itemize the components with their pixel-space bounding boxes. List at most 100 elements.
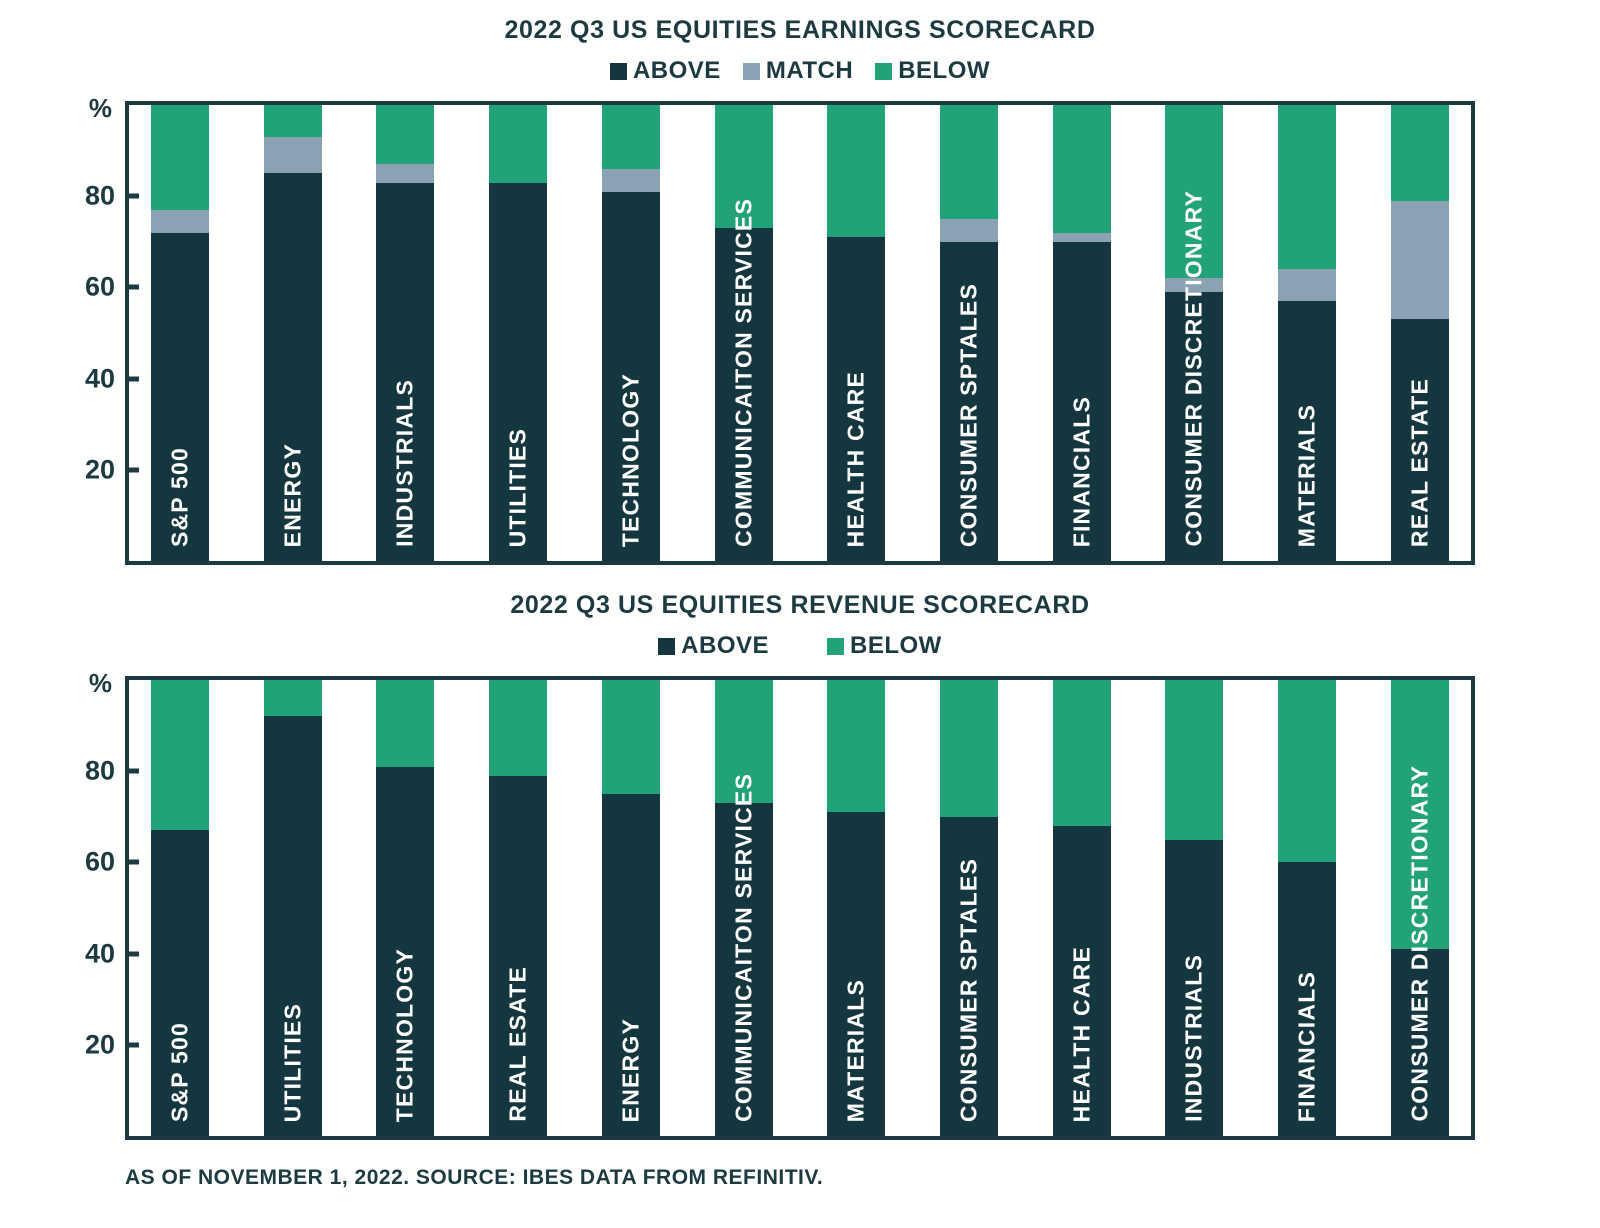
segment-above: [151, 830, 209, 1136]
segment-below: [601, 105, 660, 169]
legend-label-below: BELOW: [898, 57, 991, 84]
earnings-plot-area: % 20 40 60 80 S&P 500 ENERGY INDUSTRIALS UTILITI…: [85, 93, 1475, 565]
bar-technology: TECHNOLOGY: [601, 105, 660, 561]
bar-label-communicaiton-services: COMMUNICAITON SERVICES: [730, 198, 757, 547]
bar-label-energy: ENERGY: [617, 1017, 644, 1122]
revenue-chart-legend: ABOVE BELOW: [125, 632, 1475, 660]
bar-consumer-sptales: CONSUMER SPTALES: [940, 680, 999, 1136]
y-tick-mark-40: [125, 376, 139, 382]
segment-below: [940, 680, 999, 817]
segment-below: [1052, 680, 1111, 826]
segment-above: [940, 241, 999, 561]
segment-below: [376, 680, 435, 767]
bar-industrials: INDUSTRIALS: [376, 105, 435, 561]
bar-label-consumer-discretionary: CONSUMER DISCRETIONARY: [1406, 765, 1433, 1122]
y-tick-mark-80: [125, 768, 139, 774]
segment-above: [1052, 825, 1111, 1136]
revenue-chart-title: 2022 Q3 US EQUITIES REVENUE SCORECARD: [510, 591, 1090, 619]
y-tick-label-80: 80: [84, 180, 115, 211]
y-tick-mark-60: [125, 284, 139, 290]
bar-label-utilities: UTILITIES: [279, 1002, 306, 1122]
segment-match: [1390, 200, 1449, 320]
bar-label-s-p-500: S&P 500: [166, 446, 193, 547]
segment-below: [376, 105, 435, 165]
segment-match: [1278, 269, 1337, 302]
segment-below: [263, 680, 322, 717]
bar-label-health-care: HEALTH CARE: [1068, 945, 1095, 1122]
bar-label-consumer-sptales: CONSUMER SPTALES: [955, 282, 982, 547]
segment-above: [1278, 862, 1337, 1136]
legend-item-below: BELOW: [875, 57, 990, 85]
segment-above: [1052, 241, 1111, 561]
segment-below: [827, 680, 886, 813]
legend-label-match: MATCH: [765, 57, 854, 84]
legend-label-below: BELOW: [850, 632, 942, 659]
segment-above: [489, 775, 548, 1136]
bar-label-industrials: INDUSTRIALS: [391, 379, 418, 547]
segment-above: [1390, 949, 1449, 1136]
segment-below: [940, 105, 999, 219]
bar-industrials: INDUSTRIALS: [1165, 680, 1224, 1136]
bar-label-real-esate: REAL ESATE: [504, 966, 531, 1122]
source-note: AS OF NOVEMBER 1, 2022. SOURCE: IBES DAT…: [125, 1166, 824, 1189]
bar-s-p-500: S&P 500: [151, 105, 209, 561]
segment-below: [1052, 105, 1111, 233]
legend-label-above: ABOVE: [632, 57, 721, 84]
legend-swatch-above-icon: [609, 62, 627, 80]
segment-above: [601, 191, 660, 561]
y-axis-unit: %: [88, 93, 112, 123]
segment-above: [1278, 301, 1337, 561]
segment-above: [714, 228, 773, 561]
segment-match: [263, 136, 322, 174]
bar-energy: ENERGY: [601, 680, 660, 1136]
legend-item-above: ABOVE: [658, 632, 769, 660]
segment-above: [714, 803, 773, 1136]
segment-above: [1165, 839, 1224, 1136]
segment-below: [263, 105, 322, 137]
y-tick-label-60: 60: [84, 846, 115, 877]
segment-above: [1390, 319, 1449, 561]
earnings-chart-title: 2022 Q3 US EQUITIES EARNINGS SCORECARD: [504, 16, 1096, 44]
segment-match: [940, 219, 999, 242]
bar-s-p-500: S&P 500: [151, 680, 209, 1136]
y-tick-mark-20: [125, 1042, 139, 1048]
segment-above: [1165, 291, 1224, 561]
y-tick-label-60: 60: [84, 271, 115, 302]
bar-label-financials: FINANCIALS: [1068, 395, 1095, 547]
bar-label-energy: ENERGY: [279, 442, 306, 547]
bar-label-health-care: HEALTH CARE: [842, 370, 869, 547]
segment-below: [714, 105, 773, 229]
y-tick-label-80: 80: [84, 755, 115, 786]
earnings-chart-section: 2022 Q3 US EQUITIES EARNINGS SCORECARD A…: [85, 16, 1475, 565]
figure: 2022 Q3 US EQUITIES EARNINGS SCORECARD A…: [84, 16, 1475, 1189]
bar-health-care: HEALTH CARE: [827, 105, 886, 561]
bar-consumer-sptales: CONSUMER SPTALES: [940, 105, 999, 561]
bar-label-communicaiton-services: COMMUNICAITON SERVICES: [730, 773, 757, 1122]
bar-utilities: UTILITIES: [489, 105, 548, 561]
segment-below: [1278, 105, 1337, 270]
bar-real-esate: REAL ESATE: [489, 680, 548, 1136]
y-tick-mark-20: [125, 467, 139, 473]
bar-health-care: HEALTH CARE: [1052, 680, 1111, 1136]
segment-above: [827, 812, 886, 1136]
legend-item-below: BELOW: [827, 632, 942, 660]
segment-below: [714, 680, 773, 804]
segment-above: [489, 182, 548, 561]
segment-below: [151, 680, 209, 831]
bar-label-s-p-500: S&P 500: [166, 1021, 193, 1122]
bar-consumer-discretionary: CONSUMER DISCRETIONARY: [1390, 680, 1449, 1136]
segment-below: [1165, 105, 1224, 279]
bar-utilities: UTILITIES: [263, 680, 322, 1136]
bar-communicaiton-services: COMMUNICAITON SERVICES: [714, 105, 773, 561]
segment-above: [151, 232, 209, 561]
bar-label-technology: TECHNOLOGY: [617, 372, 644, 547]
segment-below: [827, 105, 886, 238]
segment-above: [376, 182, 435, 561]
bar-label-technology: TECHNOLOGY: [391, 947, 418, 1122]
bar-communicaiton-services: COMMUNICAITON SERVICES: [714, 680, 773, 1136]
segment-above: [601, 794, 660, 1136]
y-tick-label-40: 40: [84, 363, 115, 394]
bar-financials: FINANCIALS: [1278, 680, 1337, 1136]
segment-above: [940, 816, 999, 1136]
legend-swatch-below-icon: [875, 62, 893, 80]
